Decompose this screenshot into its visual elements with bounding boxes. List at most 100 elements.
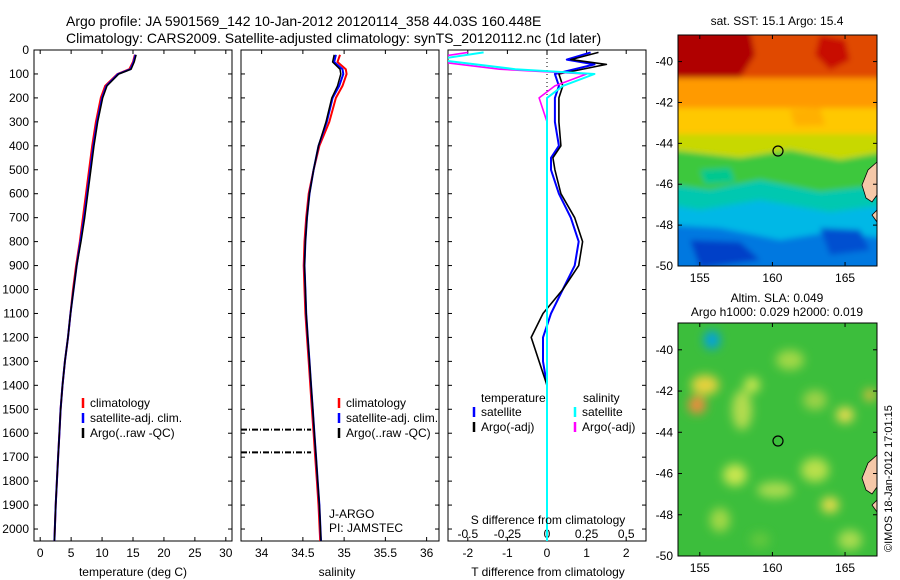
x-tick-label: 0 (544, 546, 551, 560)
lon-tick-label: 155 (690, 561, 710, 575)
salinity-lines (241, 54, 348, 541)
temperature-argo-line (53, 54, 137, 541)
difference-legend-temperature-argo: Argo(-adj) (481, 420, 534, 434)
difference-t-xlabel: T difference from climatology (471, 565, 625, 579)
depth-tick-label: 1900 (2, 498, 29, 512)
s-diff-tick-label: -0.5 (457, 527, 478, 541)
depth-tick-label: 600 (9, 187, 29, 201)
sst-map-title: sat. SST: 15.1 Argo: 15.4 (711, 14, 844, 28)
lat-tick-label: -48 (656, 218, 674, 232)
temperature-lines (53, 54, 137, 541)
lat-tick-label: -44 (656, 136, 674, 150)
depth-tick-label: 1300 (2, 354, 29, 368)
lat-tick-label: -46 (656, 177, 674, 191)
depth-tick-label: 1000 (2, 283, 29, 297)
lat-tick-label: -46 (656, 467, 674, 481)
depth-tick-label: 1400 (2, 378, 29, 392)
lat-tick-label: -40 (656, 55, 674, 69)
difference-depth-ticks (448, 49, 646, 530)
salinity-panel: 34 34.5 35 35.5 36 climatology satellite-adj… (240, 49, 440, 579)
x-tick-label: 35 (337, 546, 351, 560)
x-tick-label: 0 (37, 546, 44, 560)
lat-tick-label: -42 (656, 384, 674, 398)
temperature-legend-argo: Argo(..raw -QC) (90, 426, 175, 440)
x-tick-label: 30 (219, 546, 233, 560)
credit-text: ©IMOS 18-Jan-2012 17:01:15 (883, 405, 895, 552)
salinity-legend-argo: Argo(..raw -QC) (346, 426, 431, 440)
depth-tick-label: 900 (9, 259, 29, 273)
temperature-legend-satellite: satellite-adj. clim. (90, 411, 182, 425)
sst-map-frame (677, 34, 878, 267)
difference-s-xlabel: S difference from climatology (471, 513, 626, 527)
sla-map-frame (677, 322, 878, 557)
salinity-legend-satellite: satellite-adj. clim. (346, 411, 438, 425)
sla-argo-position-marker (772, 435, 784, 447)
title-line-2: Climatology: CARS2009. Satellite-adjuste… (66, 30, 601, 46)
x-tick-label: 15 (126, 546, 140, 560)
sst-lon-ticks: 155 160 165 (690, 35, 855, 285)
s-diff-tick-label: -0.25 (494, 527, 522, 541)
difference-legend-temperature-header: temperature (481, 391, 546, 405)
x-tick-label: 35.5 (374, 546, 398, 560)
lat-tick-label: -44 (656, 425, 674, 439)
temperature-x-ticks: 0 5 10 15 20 25 30 (37, 50, 233, 560)
depth-tick-label: 1200 (2, 330, 29, 344)
salinity-xlabel: salinity (319, 565, 356, 579)
lon-tick-label: 160 (762, 271, 782, 285)
x-tick-label: 1 (583, 546, 590, 560)
depth-tick-label: 400 (9, 139, 29, 153)
sla-field (678, 323, 877, 556)
sst-argo-position-marker (772, 145, 784, 157)
salinity-source-line-1: J-ARGO (329, 507, 374, 521)
x-tick-label: 5 (68, 546, 75, 560)
lon-tick-label: 165 (835, 271, 855, 285)
salinity-diff-satellite-line (448, 51, 596, 541)
x-tick-label: 36 (420, 546, 434, 560)
temperature-xlabel: temperature (deg C) (79, 565, 187, 579)
temperature-legend-climatology: climatology (90, 396, 150, 410)
depth-tick-label: 800 (9, 235, 29, 249)
depth-tick-label: 2000 (2, 522, 29, 536)
lat-tick-label: -42 (656, 95, 674, 109)
sst-map: sat. SST: 15.1 Argo: 15.4 (656, 14, 878, 285)
temperature-depth-ticks: 0 100 200 300 400 500 600 700 800 900 1000 1100 1200… (2, 43, 232, 536)
salinity-axes-frame (240, 49, 440, 542)
x-tick-label: 10 (95, 546, 109, 560)
depth-tick-label: 200 (9, 91, 29, 105)
x-tick-label: 25 (188, 546, 202, 560)
temperature-panel: 0100200300400500600700800900100011001200… (2, 43, 233, 579)
lat-tick-label: -50 (656, 549, 674, 563)
temperature-axes-frame (33, 49, 233, 542)
difference-legend-temperature-satellite: satellite (481, 405, 522, 419)
depth-tick-label: 100 (9, 67, 29, 81)
difference-legend-salinity-argo: Argo(-adj) (582, 420, 635, 434)
x-tick-label: 34 (255, 546, 269, 560)
depth-tick-label: 700 (9, 211, 29, 225)
sla-lon-ticks: 155 160 165 (690, 323, 855, 575)
s-diff-tick-label: 0.25 (575, 527, 599, 541)
sla-map: Altim. SLA: 0.049 Argo h1000: 0.029 h200… (656, 291, 878, 575)
difference-legend-salinity-satellite: satellite (582, 405, 623, 419)
salinity-legend-climatology: climatology (346, 396, 406, 410)
s-diff-tick-label: 0.5 (618, 527, 635, 541)
lon-tick-label: 165 (835, 561, 855, 575)
lat-tick-label: -40 (656, 343, 674, 357)
sst-field (678, 35, 877, 266)
depth-tick-label: 1800 (2, 474, 29, 488)
sst-lat-ticks: -40 -42 -44 -46 -48 -50 (656, 55, 877, 273)
salinity-depth-ticks (241, 49, 439, 530)
lon-tick-label: 155 (690, 271, 710, 285)
depth-tick-label: 500 (9, 163, 29, 177)
sla-map-title-2: Argo h1000: 0.029 h2000: 0.019 (691, 305, 863, 319)
lon-tick-label: 160 (762, 561, 782, 575)
depth-tick-label: 1700 (2, 450, 29, 464)
sla-lat-ticks: -40 -42 -44 -46 -48 -50 (656, 343, 877, 563)
difference-legend-salinity-header: salinity (583, 391, 620, 405)
x-tick-label: 20 (157, 546, 171, 560)
salinity-x-ticks: 34 34.5 35 35.5 36 (255, 50, 434, 560)
x-tick-label: -2 (462, 546, 473, 560)
lat-tick-label: -50 (656, 259, 674, 273)
x-tick-label: 34.5 (291, 546, 315, 560)
